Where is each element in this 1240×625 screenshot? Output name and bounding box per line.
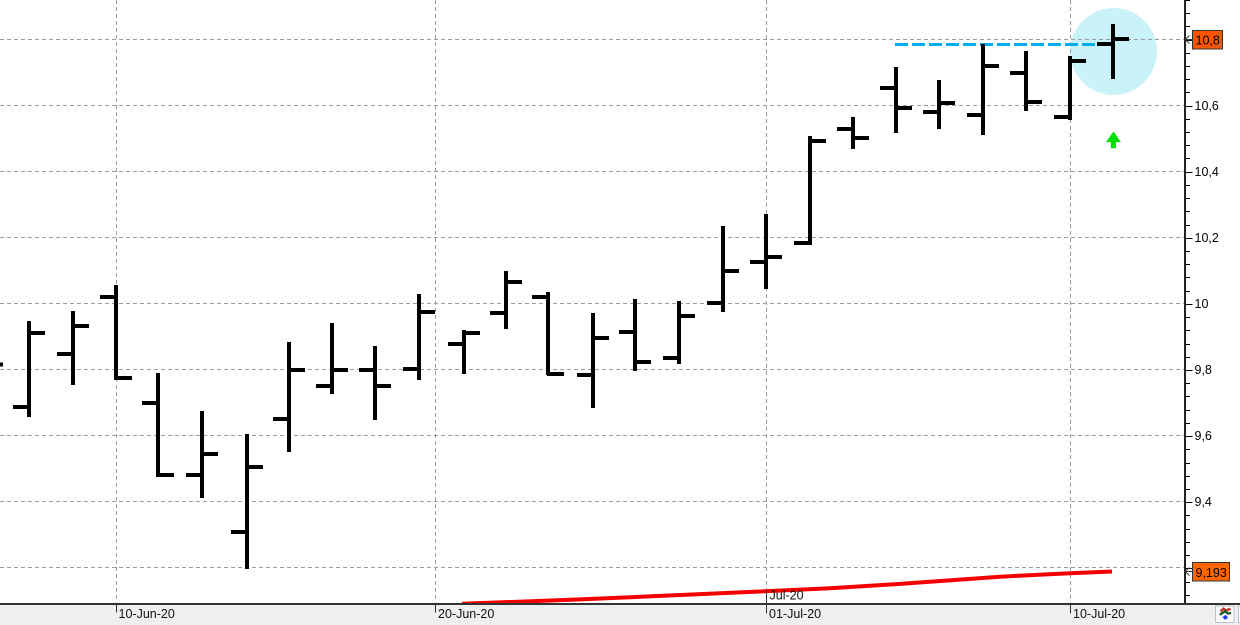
svg-text:10,2: 10,2 <box>1195 231 1219 245</box>
svg-text:9,8: 9,8 <box>1195 363 1212 377</box>
svg-text:9,4: 9,4 <box>1195 495 1212 509</box>
svg-text:10,6: 10,6 <box>1195 99 1219 113</box>
svg-text:10: 10 <box>1195 297 1209 311</box>
svg-text:9,193: 9,193 <box>1196 566 1227 580</box>
svg-text:20-Jun-20: 20-Jun-20 <box>438 607 494 621</box>
svg-text:Jul-20: Jul-20 <box>770 589 804 603</box>
svg-text:10,8: 10,8 <box>1196 34 1220 48</box>
svg-text:9,6: 9,6 <box>1195 429 1212 443</box>
svg-text:10,4: 10,4 <box>1195 165 1219 179</box>
svg-text:10-Jul-20: 10-Jul-20 <box>1073 607 1125 621</box>
svg-text:10-Jun-20: 10-Jun-20 <box>119 607 175 621</box>
svg-text:01-Jul-20: 01-Jul-20 <box>769 607 821 621</box>
